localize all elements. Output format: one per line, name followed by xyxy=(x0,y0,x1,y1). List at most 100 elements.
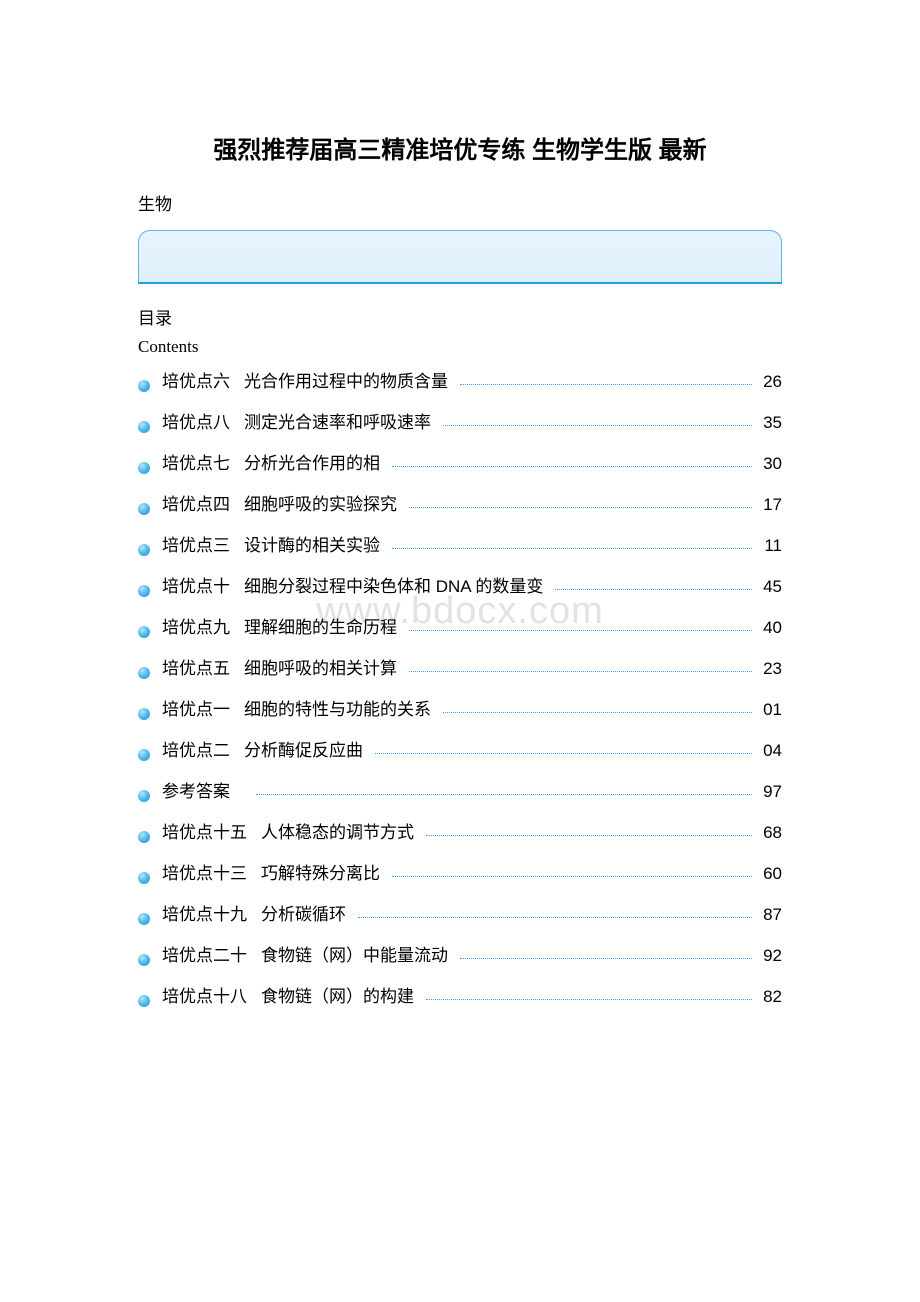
bullet-icon xyxy=(138,708,150,720)
toc-dots xyxy=(443,425,752,426)
toc-item: 培优点八 测定光合速率和呼吸速率 35 xyxy=(138,408,782,449)
toc-title: 分析碳循环 xyxy=(261,900,346,925)
toc-chapter: 培优点三 xyxy=(162,531,230,556)
toc-page: 04 xyxy=(760,741,782,761)
toc-dots xyxy=(256,794,752,795)
toc-dots xyxy=(375,753,752,754)
toc-chapter: 培优点二 xyxy=(162,736,230,761)
bullet-icon xyxy=(138,790,150,802)
bullet-icon xyxy=(138,544,150,556)
toc-dots xyxy=(392,548,752,549)
toc-dots xyxy=(358,917,752,918)
toc-title: 人体稳态的调节方式 xyxy=(261,818,414,843)
toc-page: 30 xyxy=(760,454,782,474)
toc-item: 培优点十 细胞分裂过程中染色体和 DNA 的数量变 45 xyxy=(138,572,782,613)
toc-heading-zh: 目录 xyxy=(138,304,920,329)
toc-item: 参考答案 97 xyxy=(138,777,782,818)
toc-page: 68 xyxy=(760,823,782,843)
toc-page: 82 xyxy=(760,987,782,1007)
toc-item: 培优点二十 食物链（网）中能量流动 92 xyxy=(138,941,782,982)
toc-dots xyxy=(392,466,752,467)
toc-item: 培优点十三 巧解特殊分离比 60 xyxy=(138,859,782,900)
bullet-icon xyxy=(138,462,150,474)
toc-item: 培优点三 设计酶的相关实验 11 xyxy=(138,531,782,572)
bullet-icon xyxy=(138,667,150,679)
toc-item: 培优点四 细胞呼吸的实验探究 17 xyxy=(138,490,782,531)
toc-dots xyxy=(426,999,752,1000)
toc-item: 培优点十五 人体稳态的调节方式 68 xyxy=(138,818,782,859)
toc-dots xyxy=(460,958,752,959)
toc-chapter: 培优点十五 xyxy=(162,818,247,843)
toc-chapter: 培优点七 xyxy=(162,449,230,474)
toc-page: 87 xyxy=(760,905,782,925)
toc-title: 分析酶促反应曲 xyxy=(244,736,363,761)
bullet-icon xyxy=(138,503,150,515)
toc-item: 培优点一 细胞的特性与功能的关系 01 xyxy=(138,695,782,736)
toc-page: 11 xyxy=(760,536,782,556)
toc-chapter: 培优点二十 xyxy=(162,941,247,966)
toc-title: 细胞呼吸的实验探究 xyxy=(244,490,397,515)
toc-title: 巧解特殊分离比 xyxy=(261,859,380,884)
toc-title: 细胞呼吸的相关计算 xyxy=(244,654,397,679)
content-layer: 强烈推荐届高三精准培优专练 生物学生版 最新 生物 目录 Contents 培优… xyxy=(0,130,920,1023)
bullet-icon xyxy=(138,954,150,966)
toc-dots xyxy=(426,835,752,836)
toc-dots xyxy=(555,589,752,590)
toc-title: 细胞分裂过程中染色体和 DNA 的数量变 xyxy=(244,572,543,597)
bullet-icon xyxy=(138,380,150,392)
toc-title: 测定光合速率和呼吸速率 xyxy=(244,408,431,433)
page-title: 强烈推荐届高三精准培优专练 生物学生版 最新 xyxy=(0,130,920,165)
subject-label: 生物 xyxy=(138,190,920,215)
toc-item: 培优点六 光合作用过程中的物质含量 26 xyxy=(138,367,782,408)
bullet-icon xyxy=(138,749,150,761)
toc-title: 分析光合作用的相 xyxy=(244,449,380,474)
toc-title: 设计酶的相关实验 xyxy=(244,531,380,556)
toc-chapter: 培优点五 xyxy=(162,654,230,679)
toc-title: 细胞的特性与功能的关系 xyxy=(244,695,431,720)
bullet-icon xyxy=(138,421,150,433)
toc-item: 培优点九 理解细胞的生命历程 40 xyxy=(138,613,782,654)
toc-item: 培优点十九 分析碳循环 87 xyxy=(138,900,782,941)
toc-page: 97 xyxy=(760,782,782,802)
toc-page: 40 xyxy=(760,618,782,638)
toc-page: 01 xyxy=(760,700,782,720)
bullet-icon xyxy=(138,626,150,638)
toc-heading-en: Contents xyxy=(138,337,920,357)
toc-title: 食物链（网）中能量流动 xyxy=(261,941,448,966)
toc-chapter: 培优点十八 xyxy=(162,982,247,1007)
toc-chapter: 培优点九 xyxy=(162,613,230,638)
toc-page: 45 xyxy=(760,577,782,597)
toc-chapter: 培优点十 xyxy=(162,572,230,597)
bullet-icon xyxy=(138,872,150,884)
bullet-icon xyxy=(138,913,150,925)
toc-item: 培优点五 细胞呼吸的相关计算 23 xyxy=(138,654,782,695)
toc-page: 23 xyxy=(760,659,782,679)
toc-page: 60 xyxy=(760,864,782,884)
toc-item: 培优点二 分析酶促反应曲 04 xyxy=(138,736,782,777)
toc-dots xyxy=(392,876,752,877)
bullet-icon xyxy=(138,995,150,1007)
toc-title: 光合作用过程中的物质含量 xyxy=(244,367,448,392)
toc-page: 92 xyxy=(760,946,782,966)
toc-chapter: 参考答案 xyxy=(162,777,230,802)
toc-dots xyxy=(409,671,752,672)
toc-item: 培优点十八 食物链（网）的构建 82 xyxy=(138,982,782,1023)
toc-item: 培优点七 分析光合作用的相 30 xyxy=(138,449,782,490)
toc-page: 26 xyxy=(760,372,782,392)
toc-chapter: 培优点一 xyxy=(162,695,230,720)
toc-chapter: 培优点十九 xyxy=(162,900,247,925)
toc-page: 35 xyxy=(760,413,782,433)
toc-dots xyxy=(409,630,752,631)
banner-box xyxy=(138,230,782,284)
toc-title: 食物链（网）的构建 xyxy=(261,982,414,1007)
toc-list: 培优点六 光合作用过程中的物质含量 26 培优点八 测定光合速率和呼吸速率 35… xyxy=(138,367,782,1023)
toc-title: 理解细胞的生命历程 xyxy=(244,613,397,638)
toc-chapter: 培优点八 xyxy=(162,408,230,433)
bullet-icon xyxy=(138,585,150,597)
toc-dots xyxy=(409,507,752,508)
bullet-icon xyxy=(138,831,150,843)
toc-dots xyxy=(443,712,752,713)
toc-chapter: 培优点四 xyxy=(162,490,230,515)
toc-dots xyxy=(460,384,752,385)
toc-page: 17 xyxy=(760,495,782,515)
